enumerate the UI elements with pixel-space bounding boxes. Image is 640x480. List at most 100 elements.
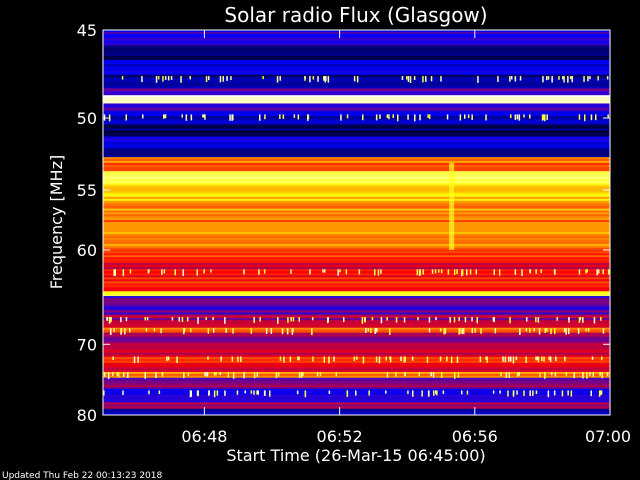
spike-5-41 — [456, 356, 459, 363]
frequency-band-0-row-6 — [103, 41, 610, 44]
frequency-band-1-row-1 — [103, 47, 610, 51]
spike-5-27 — [323, 356, 325, 363]
spike-2-2 — [514, 269, 517, 275]
frequency-band-15-row-1 — [103, 204, 610, 208]
spike-0-30 — [276, 76, 279, 83]
frequency-band-16-row-5 — [103, 229, 610, 233]
frequency-band-17-row-0 — [103, 231, 610, 235]
frequency-band-0-row-5 — [103, 39, 610, 42]
frequency-band-29-row-2 — [103, 375, 610, 379]
spike-2-4 — [475, 269, 477, 275]
spike-1-22 — [428, 114, 431, 120]
spike-1-12 — [510, 114, 512, 119]
spike-0-52 — [230, 76, 232, 80]
chart-title: Solar radio Flux (Glasgow) — [224, 3, 487, 27]
frequency-band-30-row-5 — [103, 387, 610, 390]
frequency-band-24-row-1 — [103, 329, 610, 332]
frequency-band-20-row-7 — [103, 289, 610, 292]
spike-7-18 — [436, 390, 438, 396]
spike-1-10 — [414, 114, 416, 122]
spike-6-22 — [112, 372, 114, 376]
spike-5-14 — [508, 356, 510, 362]
spike-2-42 — [607, 269, 610, 275]
spike-2-13 — [322, 269, 324, 273]
spike-3-49 — [395, 317, 398, 323]
spike-2-57 — [309, 269, 311, 275]
frequency-band-26-row-0 — [103, 344, 610, 347]
spike-3-47 — [292, 317, 295, 322]
frequency-band-7-row-1 — [103, 113, 610, 117]
frequency-band-22-row-5 — [103, 306, 610, 309]
spike-4-2 — [544, 328, 546, 333]
spike-7-32 — [523, 390, 525, 396]
spike-0-29 — [597, 76, 599, 81]
spike-6-16 — [117, 372, 120, 378]
spike-3-21 — [259, 317, 261, 322]
spike-5-34 — [137, 356, 139, 363]
spike-4-21 — [538, 328, 541, 335]
spike-2-10 — [598, 269, 600, 274]
spike-0-8 — [409, 76, 412, 83]
spike-4-32 — [212, 328, 215, 333]
frequency-band-13-row-3 — [103, 176, 610, 180]
frequency-band-22-row-1 — [103, 298, 610, 301]
x-tick-label-1: 06:52 — [317, 427, 363, 446]
y-tick-label-4: 70 — [77, 335, 97, 354]
spike-1-11 — [590, 114, 593, 121]
spike-4-59 — [153, 328, 156, 332]
spike-2-9 — [114, 269, 116, 276]
spike-0-28 — [325, 76, 327, 81]
spike-6-55 — [319, 372, 322, 376]
spike-6-18 — [550, 372, 553, 376]
frequency-band-13-row-4 — [103, 178, 610, 182]
spike-1-56 — [419, 114, 421, 121]
spike-4-13 — [225, 328, 227, 333]
spike-2-56 — [380, 269, 382, 274]
spike-5-16 — [237, 356, 239, 362]
y-tick-label-3: 60 — [77, 241, 97, 260]
spike-0-11 — [317, 76, 319, 82]
frequency-band-10-row-2 — [103, 152, 610, 156]
spike-0-33 — [155, 76, 158, 83]
spike-3-5 — [253, 317, 255, 323]
frequency-band-14-row-1 — [103, 186, 610, 190]
spike-1-42 — [578, 114, 581, 120]
frequency-band-20-row-2 — [103, 279, 610, 282]
spike-7-15 — [189, 390, 192, 398]
frequency-band-6-row-2 — [103, 107, 610, 110]
spike-6-11 — [302, 372, 304, 376]
frequency-band-0-row-7 — [103, 43, 610, 46]
plot-frame — [102, 29, 611, 416]
frequency-band-15-row-5 — [103, 212, 610, 215]
frequency-band-18-row-1 — [103, 249, 610, 252]
spike-1-16 — [282, 114, 285, 119]
frequency-band-5-row-1 — [103, 97, 610, 100]
spike-7-30 — [257, 390, 259, 395]
spike-6-56 — [183, 372, 185, 379]
burst-streak — [449, 162, 455, 250]
spike-2-55 — [540, 269, 542, 273]
frequency-band-7-row-2 — [103, 115, 610, 119]
spike-0-13 — [219, 76, 222, 83]
spike-4-1 — [533, 328, 535, 332]
spike-3-28 — [205, 317, 207, 321]
spike-0-18 — [606, 76, 609, 80]
spike-5-49 — [333, 356, 335, 362]
spike-3-25 — [449, 317, 451, 323]
spike-1-32 — [516, 114, 519, 120]
spike-4-47 — [367, 328, 370, 332]
spike-0-6 — [121, 76, 124, 80]
spike-3-46 — [526, 317, 528, 322]
frequency-band-14-row-7 — [103, 198, 610, 202]
spike-0-55 — [309, 76, 311, 83]
spike-5-35 — [411, 356, 414, 361]
spike-6-30 — [144, 372, 146, 379]
spike-6-46 — [457, 372, 460, 378]
spike-6-47 — [500, 372, 502, 376]
frequency-band-26-row-3 — [103, 350, 610, 354]
spike-4-50 — [494, 328, 497, 334]
frequency-band-10-row-0 — [103, 148, 610, 152]
spike-6-7 — [104, 372, 106, 377]
frequency-band-26-row-4 — [103, 352, 610, 356]
spike-2-11 — [578, 269, 581, 275]
